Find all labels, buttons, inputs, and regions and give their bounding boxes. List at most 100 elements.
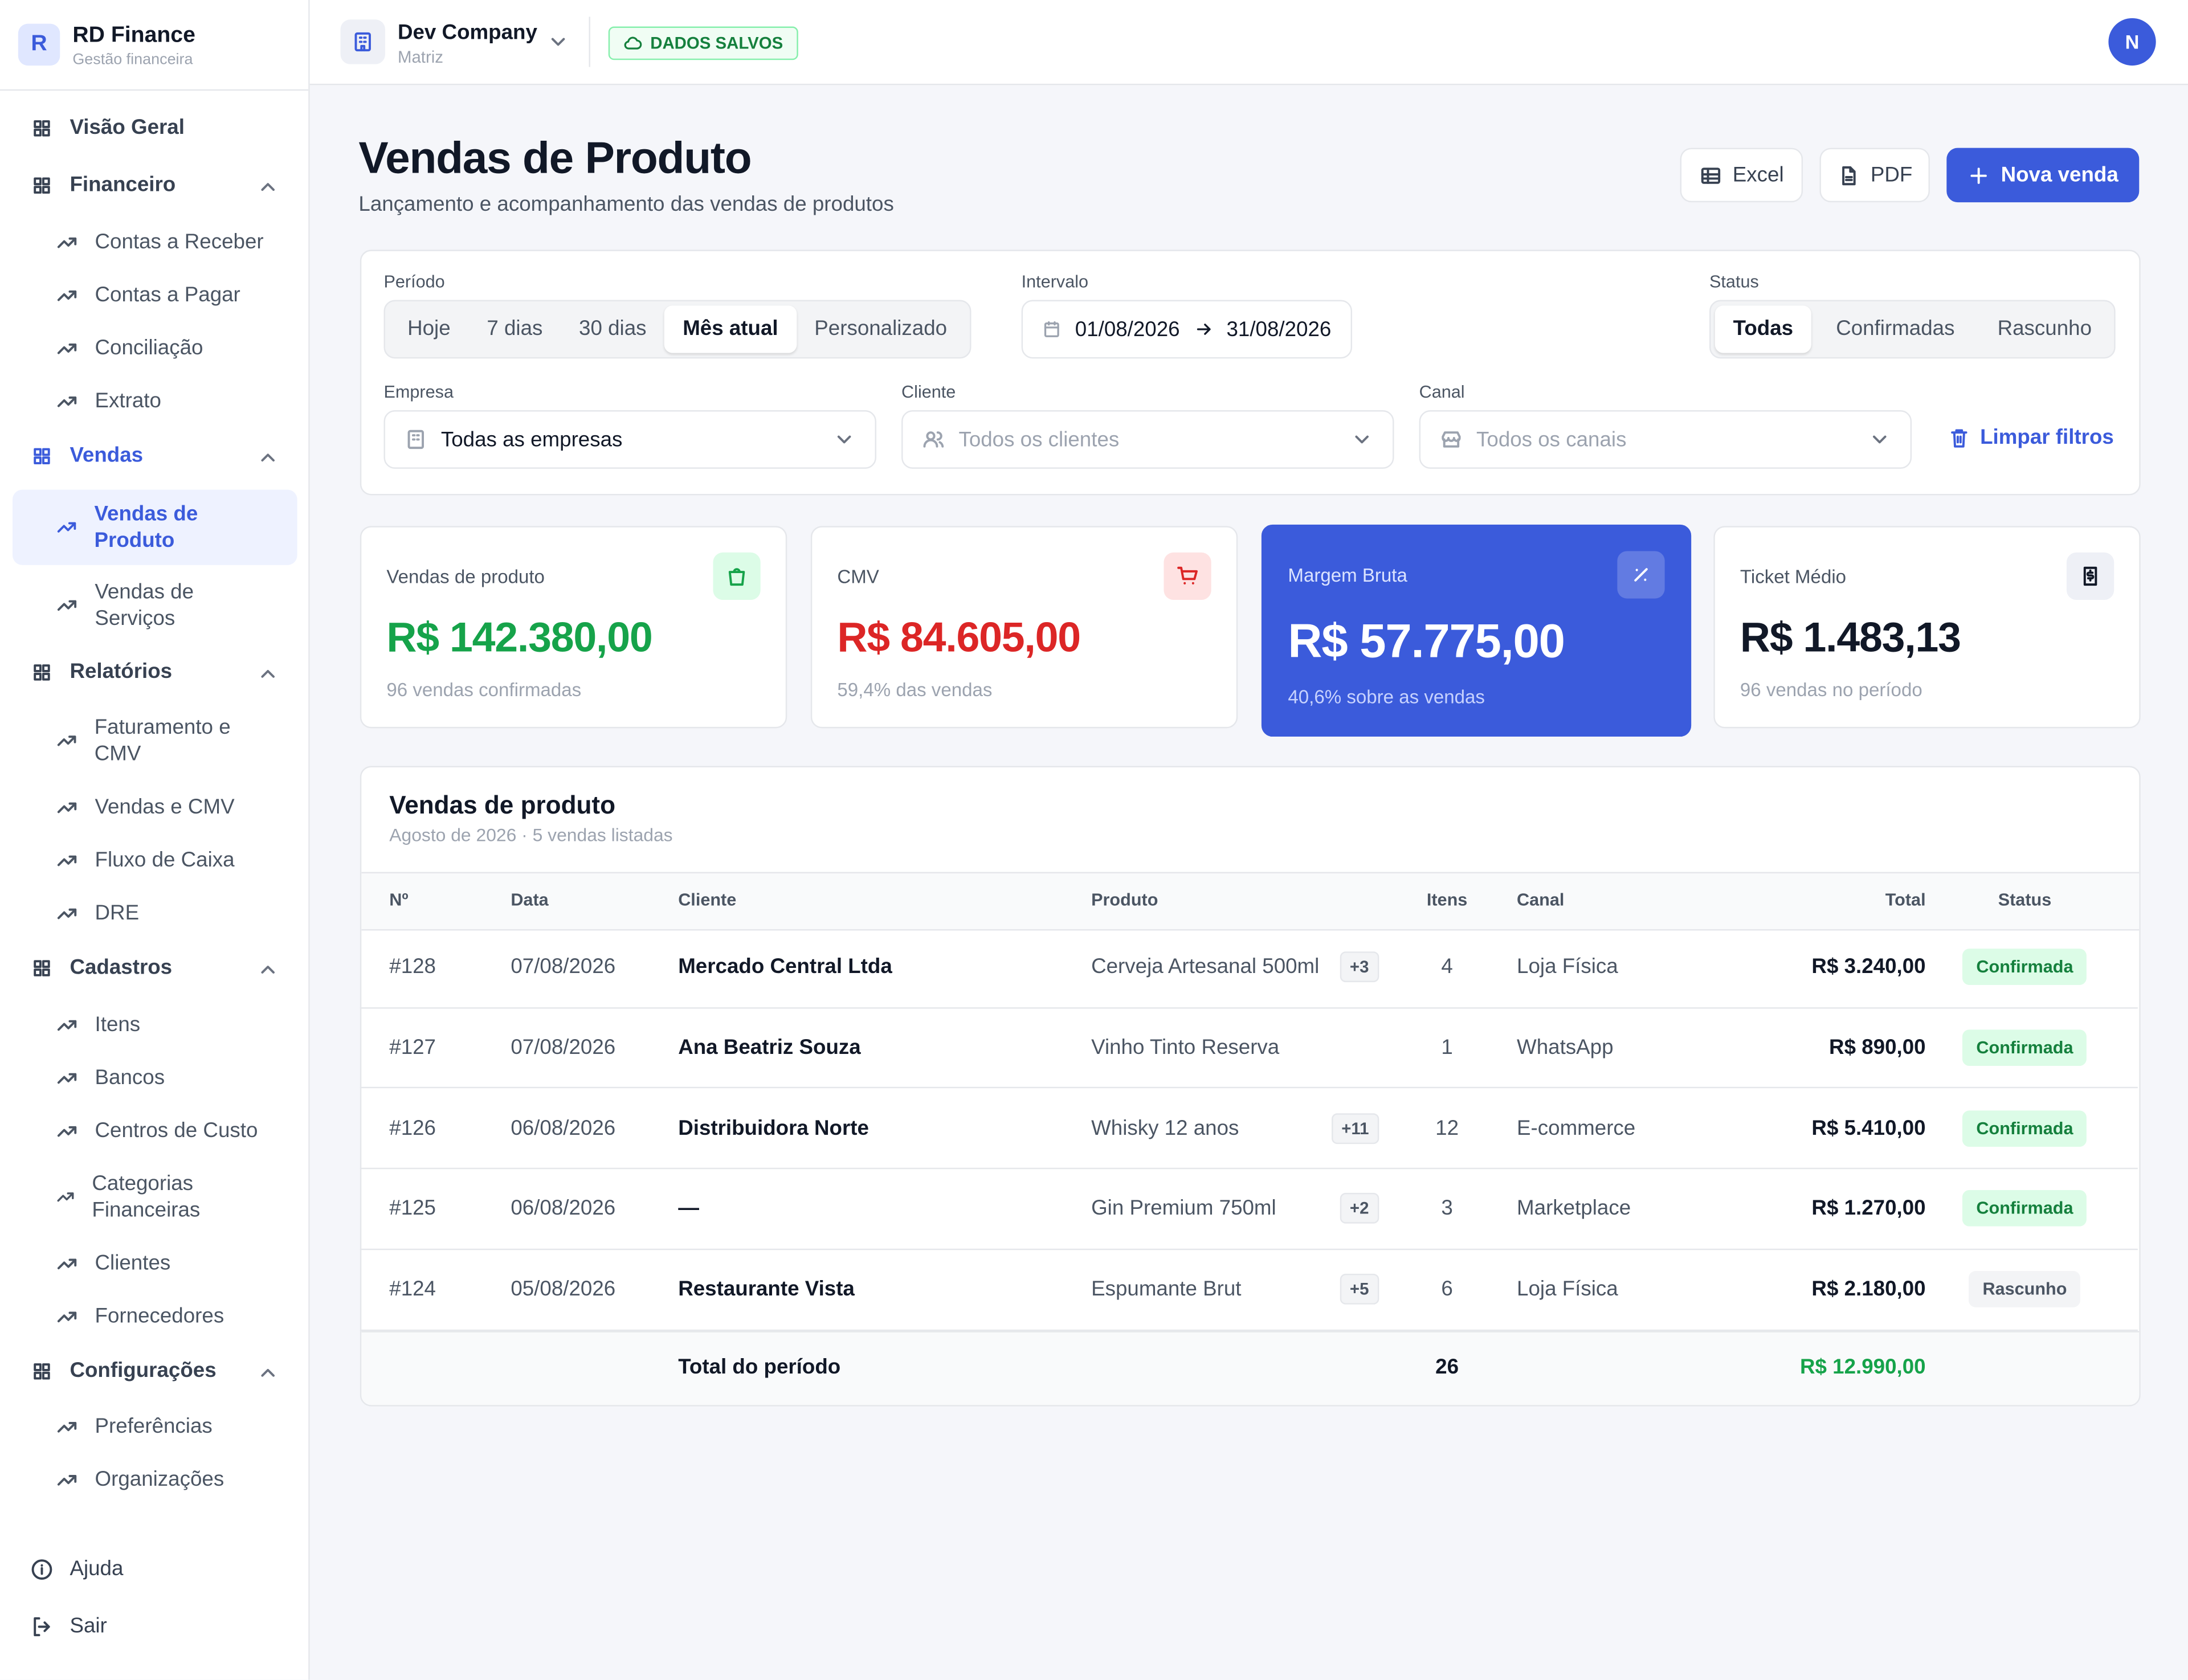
nav-item-label: Contas a Pagar <box>95 283 240 307</box>
kpi-label: Margem Bruta <box>1288 565 1407 586</box>
nav-item[interactable]: Clientes <box>56 1250 279 1277</box>
chevron[interactable] <box>547 31 569 53</box>
nav-footer-item[interactable]: Ajuda <box>31 1557 124 1581</box>
segment-option[interactable]: Personalizado <box>814 316 948 341</box>
icon <box>57 1019 77 1031</box>
nav-group[interactable]: Financeiro <box>31 173 275 197</box>
nav-item[interactable]: Itens <box>56 1012 279 1039</box>
nav-item[interactable]: Conciliação <box>56 335 279 362</box>
period-segment: Hoje 7 dias 30 dias Mês atual Personalizado <box>383 300 971 359</box>
cell-id: #125 <box>389 1196 436 1221</box>
brand-name: RD Finance <box>72 23 195 48</box>
segment-option[interactable]: Rascunho <box>1997 316 2092 341</box>
sidebar: R RD Finance Gestão financeira Visão Ger… <box>0 0 310 1680</box>
company-name[interactable]: Dev Company <box>397 21 537 45</box>
client-select[interactable]: Todos os clientes <box>901 410 1394 469</box>
column-header: Itens <box>1426 890 1468 910</box>
cell-date: 07/08/2026 <box>511 1035 616 1060</box>
column-header: Produto <box>1091 890 1158 910</box>
collapse-chevron[interactable] <box>257 176 279 198</box>
nav-item[interactable]: Categorias Financeiras <box>56 1171 279 1224</box>
icon <box>2083 566 2097 586</box>
filter-label: Cliente <box>901 382 956 402</box>
segment-option[interactable]: 7 dias <box>487 316 543 341</box>
cell-channel: Marketplace <box>1517 1196 1631 1221</box>
row-divider <box>360 1248 2138 1250</box>
channel-select[interactable]: Todos os canais <box>1419 410 1912 469</box>
cell-client: Restaurante Vista <box>678 1277 855 1302</box>
nav-item[interactable]: Vendas e CMV <box>56 794 279 820</box>
clear-filters[interactable]: Limpar filtros <box>1948 426 2114 449</box>
excel-button[interactable]: Excel <box>1680 148 1803 203</box>
collapse-chevron[interactable] <box>257 663 279 685</box>
segment-option[interactable]: Hoje <box>407 316 451 341</box>
icon <box>57 236 77 248</box>
row-divider <box>360 1087 2138 1089</box>
cell-product: Vinho Tinto Reserva <box>1091 1035 1280 1060</box>
segment-option[interactable]: 30 dias <box>579 316 647 341</box>
nav-item[interactable]: Fluxo de Caixa <box>56 847 279 874</box>
nav-item[interactable]: Centros de Custo <box>56 1118 279 1144</box>
interval-start: 01/08/2026 <box>1075 317 1180 341</box>
kpi-value: R$ 57.775,00 <box>1288 615 1565 669</box>
kpi-card: Ticket Médio R$ 1.483,13 96 vendas no perí… <box>1713 526 2141 729</box>
cell-channel: Loja Física <box>1517 955 1618 979</box>
interval-end: 31/08/2026 <box>1226 317 1332 341</box>
nav-item[interactable]: Extrato <box>56 388 279 415</box>
nav-group[interactable]: Cadastros <box>31 956 275 979</box>
company-icon <box>340 19 385 64</box>
nav-item-label: Centros de Custo <box>95 1119 258 1143</box>
kpi-note: 96 vendas confirmadas <box>386 679 582 701</box>
cell-status: Confirmada <box>1962 949 2088 985</box>
segment-option[interactable]: Confirmadas <box>1836 316 1955 341</box>
nav-item-label: Vendas de Produto <box>94 502 198 553</box>
cell-channel: E-commerce <box>1517 1116 1636 1141</box>
collapse-chevron[interactable] <box>257 1362 279 1384</box>
kpi-value: R$ 1.483,13 <box>1740 615 1961 661</box>
nav-group[interactable]: Relatórios <box>31 660 275 684</box>
new-sale-button[interactable]: Nova venda <box>1946 148 2140 203</box>
nav-item[interactable]: DRE <box>56 900 279 927</box>
total-label: Total do período <box>678 1355 841 1379</box>
divider <box>0 89 309 91</box>
icon <box>57 289 77 301</box>
nav-group[interactable]: Vendas <box>31 444 275 467</box>
collapse-chevron[interactable] <box>257 447 279 469</box>
kpi-icon <box>1617 551 1665 599</box>
nav-footer-label: Ajuda <box>70 1557 124 1581</box>
icon <box>1634 568 1648 582</box>
filter-label: Canal <box>1419 382 1465 402</box>
segment-option[interactable]: Mês atual <box>664 305 797 353</box>
column-header: Cliente <box>678 890 737 910</box>
nav-item[interactable]: Faturamento e CMV <box>56 714 279 767</box>
company-branch: Matriz <box>397 47 443 67</box>
icon <box>34 177 50 193</box>
cell-product: Whisky 12 anos <box>1091 1116 1239 1141</box>
nav-group[interactable]: Configurações <box>31 1359 275 1383</box>
nav-footer-item[interactable]: Sair <box>31 1614 107 1638</box>
nav-item[interactable]: Contas a Receber <box>56 229 279 256</box>
kpi-note: 59,4% das vendas <box>837 679 993 701</box>
nav-item[interactable]: Organizações <box>56 1466 279 1493</box>
cell-items: 12 <box>1435 1116 1459 1141</box>
interval-input[interactable]: 01/08/2026 31/08/2026 <box>1021 300 1353 359</box>
button-label: Nova venda <box>2001 163 2118 187</box>
company-select[interactable]: Todas as empresas <box>383 410 876 469</box>
segment-option[interactable]: Todas <box>1715 305 1811 353</box>
nav-item[interactable]: Bancos <box>56 1065 279 1092</box>
select-value: Todas as empresas <box>440 427 623 452</box>
nav-group[interactable]: Visão Geral <box>31 116 185 140</box>
avatar[interactable]: N <box>2108 18 2156 66</box>
nav-item[interactable]: Vendas de Serviços <box>56 579 279 632</box>
topbar: Dev Company Matriz DADOS SALVOS N <box>309 0 2188 85</box>
icon <box>34 1616 50 1636</box>
nav-item[interactable]: Preferências <box>56 1413 279 1440</box>
product-extra: +5 <box>1340 1274 1379 1305</box>
collapse-chevron[interactable] <box>257 958 279 980</box>
pdf-button[interactable]: PDF <box>1819 148 1930 203</box>
nav-item[interactable]: Fornecedores <box>56 1303 279 1330</box>
nav-item[interactable]: Vendas de Produto <box>56 501 279 554</box>
nav-footer-label: Sair <box>70 1614 107 1638</box>
nav-item[interactable]: Contas a Pagar <box>56 282 279 309</box>
icon <box>57 1474 77 1485</box>
